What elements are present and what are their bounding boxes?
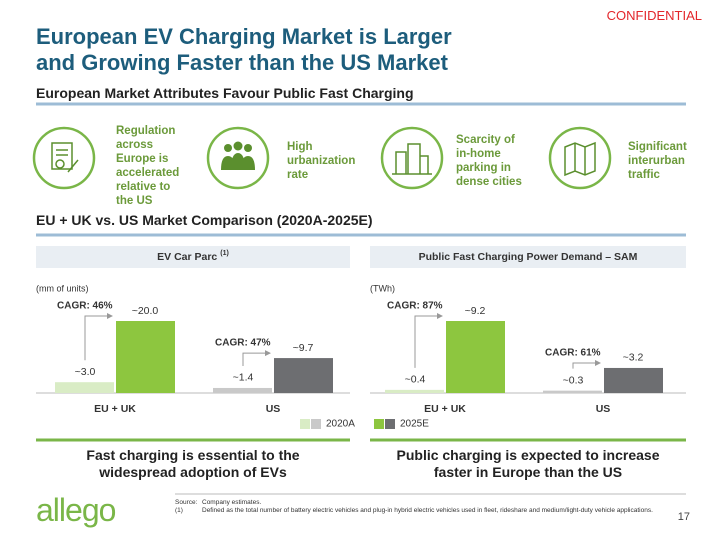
chart-title-note: (1) xyxy=(220,250,229,257)
legend-swatch xyxy=(311,419,321,429)
page-number: 17 xyxy=(677,511,690,523)
legend-label: 2020A xyxy=(326,419,355,430)
attribute-icons xyxy=(32,126,612,190)
value-label: ~3.0 xyxy=(75,366,96,378)
subtitle: European Market Attributes Favour Public… xyxy=(36,85,414,101)
x-tick-label: EU + UK xyxy=(94,403,136,415)
value-label: ~1.4 xyxy=(233,372,254,384)
chart-title: Public Fast Charging Power Demand – SAM xyxy=(419,251,638,263)
chart-title: EV Car Parc (1) xyxy=(157,250,229,263)
value-label: ~0.3 xyxy=(563,374,584,386)
icon-drawings xyxy=(51,141,596,177)
attribute: High urbanization rate xyxy=(287,141,356,181)
value-label: ~3.2 xyxy=(623,352,644,364)
confidential: CONFIDENTIAL xyxy=(606,8,702,23)
cagr-annotation: CAGR: 61% xyxy=(545,348,601,359)
bar xyxy=(543,390,602,393)
cagr-annotation: CAGR: 46% xyxy=(57,301,113,312)
value-label: ~0.4 xyxy=(405,374,426,386)
cagr-annotation: CAGR: 47% xyxy=(215,338,271,349)
bar xyxy=(213,387,272,393)
takeaway: Fast charging is essential to the widesp… xyxy=(86,447,300,480)
people-icon xyxy=(221,141,255,170)
legend-swatch xyxy=(374,419,384,429)
bar xyxy=(385,389,444,393)
attribute: Regulation across Europe is accelerated … xyxy=(116,125,180,207)
cagr-annotation: CAGR: 87% xyxy=(387,301,443,312)
bar xyxy=(116,321,175,393)
value-label: ~9.7 xyxy=(293,342,314,354)
footnote-text: Defined as the total number of battery e… xyxy=(202,507,653,514)
bar xyxy=(604,367,663,393)
y-axis-label: (TWh) xyxy=(370,283,395,293)
value-label: ~9.2 xyxy=(465,305,486,317)
source-text: Company estimates. xyxy=(202,499,262,506)
legend-label: 2025E xyxy=(400,419,429,430)
legend-swatch xyxy=(385,419,395,429)
chart-header xyxy=(370,246,686,268)
cagr-arrow xyxy=(572,359,601,369)
chart-header xyxy=(36,246,350,268)
value-label: ~20.0 xyxy=(132,305,159,317)
chart-title-text: Public Fast Charging Power Demand – SAM xyxy=(419,251,638,263)
bar xyxy=(274,358,333,393)
footnote-label: (1) xyxy=(175,507,183,514)
source-label: Source: xyxy=(175,499,198,506)
x-tick-label: US xyxy=(266,403,281,415)
y-axis-label: (mm of units) xyxy=(36,283,89,293)
takeaway: Public charging is expected to increase … xyxy=(396,447,660,480)
logo: allego xyxy=(36,492,116,528)
legend-swatch xyxy=(300,419,310,429)
chart-title-text: EV Car Parc xyxy=(157,251,217,263)
cagr-arrow xyxy=(242,350,271,366)
title: European EV Charging Market is Larger an… xyxy=(36,24,452,75)
cagr-arrow xyxy=(414,313,443,368)
cagr-arrow xyxy=(84,313,113,361)
x-tick-label: US xyxy=(596,403,611,415)
attribute: Scarcity of in-home parking in dense cit… xyxy=(456,134,522,188)
bar xyxy=(446,321,505,393)
attribute: Significant interurban traffic xyxy=(628,141,687,181)
section-title: EU + UK vs. US Market Comparison (2020A-… xyxy=(36,212,373,228)
bar xyxy=(55,382,114,393)
x-tick-label: EU + UK xyxy=(424,403,466,415)
